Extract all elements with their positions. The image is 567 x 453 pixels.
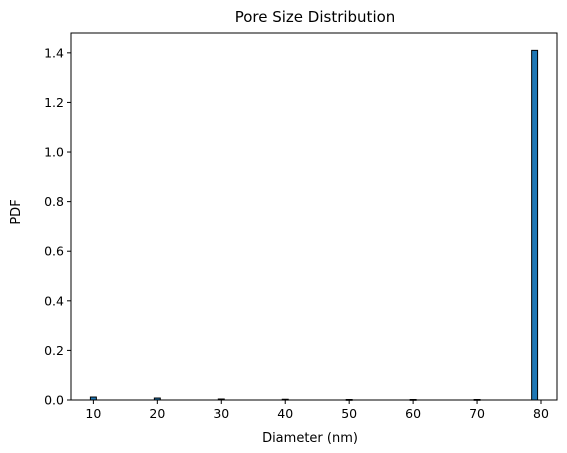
x-tick-label: 60	[405, 406, 421, 421]
y-tick-label: 0.4	[44, 293, 64, 308]
y-tick-label: 0.8	[44, 194, 64, 209]
x-tick-label: 10	[85, 406, 101, 421]
x-tick-label: 30	[213, 406, 229, 421]
x-tick-label: 50	[341, 406, 357, 421]
y-axis-ticks: 0.0 0.2 0.4 0.6 0.8 1.0 1.2 1.4	[44, 45, 71, 408]
bars-group	[89, 49, 539, 401]
x-tick-label: 70	[469, 406, 485, 421]
x-tick-label: 20	[149, 406, 165, 421]
x-axis-ticks: 10 20 30 40 50 60 70 80	[85, 400, 549, 421]
x-axis-label: Diameter (nm)	[262, 431, 358, 446]
y-tick-label: 1.0	[44, 145, 64, 160]
x-tick-label: 40	[277, 406, 293, 421]
chart-title: Pore Size Distribution	[235, 8, 396, 26]
histogram-bar-7	[531, 49, 539, 401]
y-tick-label: 0.2	[44, 343, 64, 358]
y-tick-label: 1.2	[44, 95, 64, 110]
y-tick-label: 0.6	[44, 244, 64, 259]
x-tick-label: 80	[533, 406, 549, 421]
plot-frame	[70, 32, 558, 401]
y-tick-label: 1.4	[44, 45, 64, 60]
y-tick-label: 0.0	[44, 393, 64, 408]
y-axis-label: PDF	[9, 199, 24, 224]
